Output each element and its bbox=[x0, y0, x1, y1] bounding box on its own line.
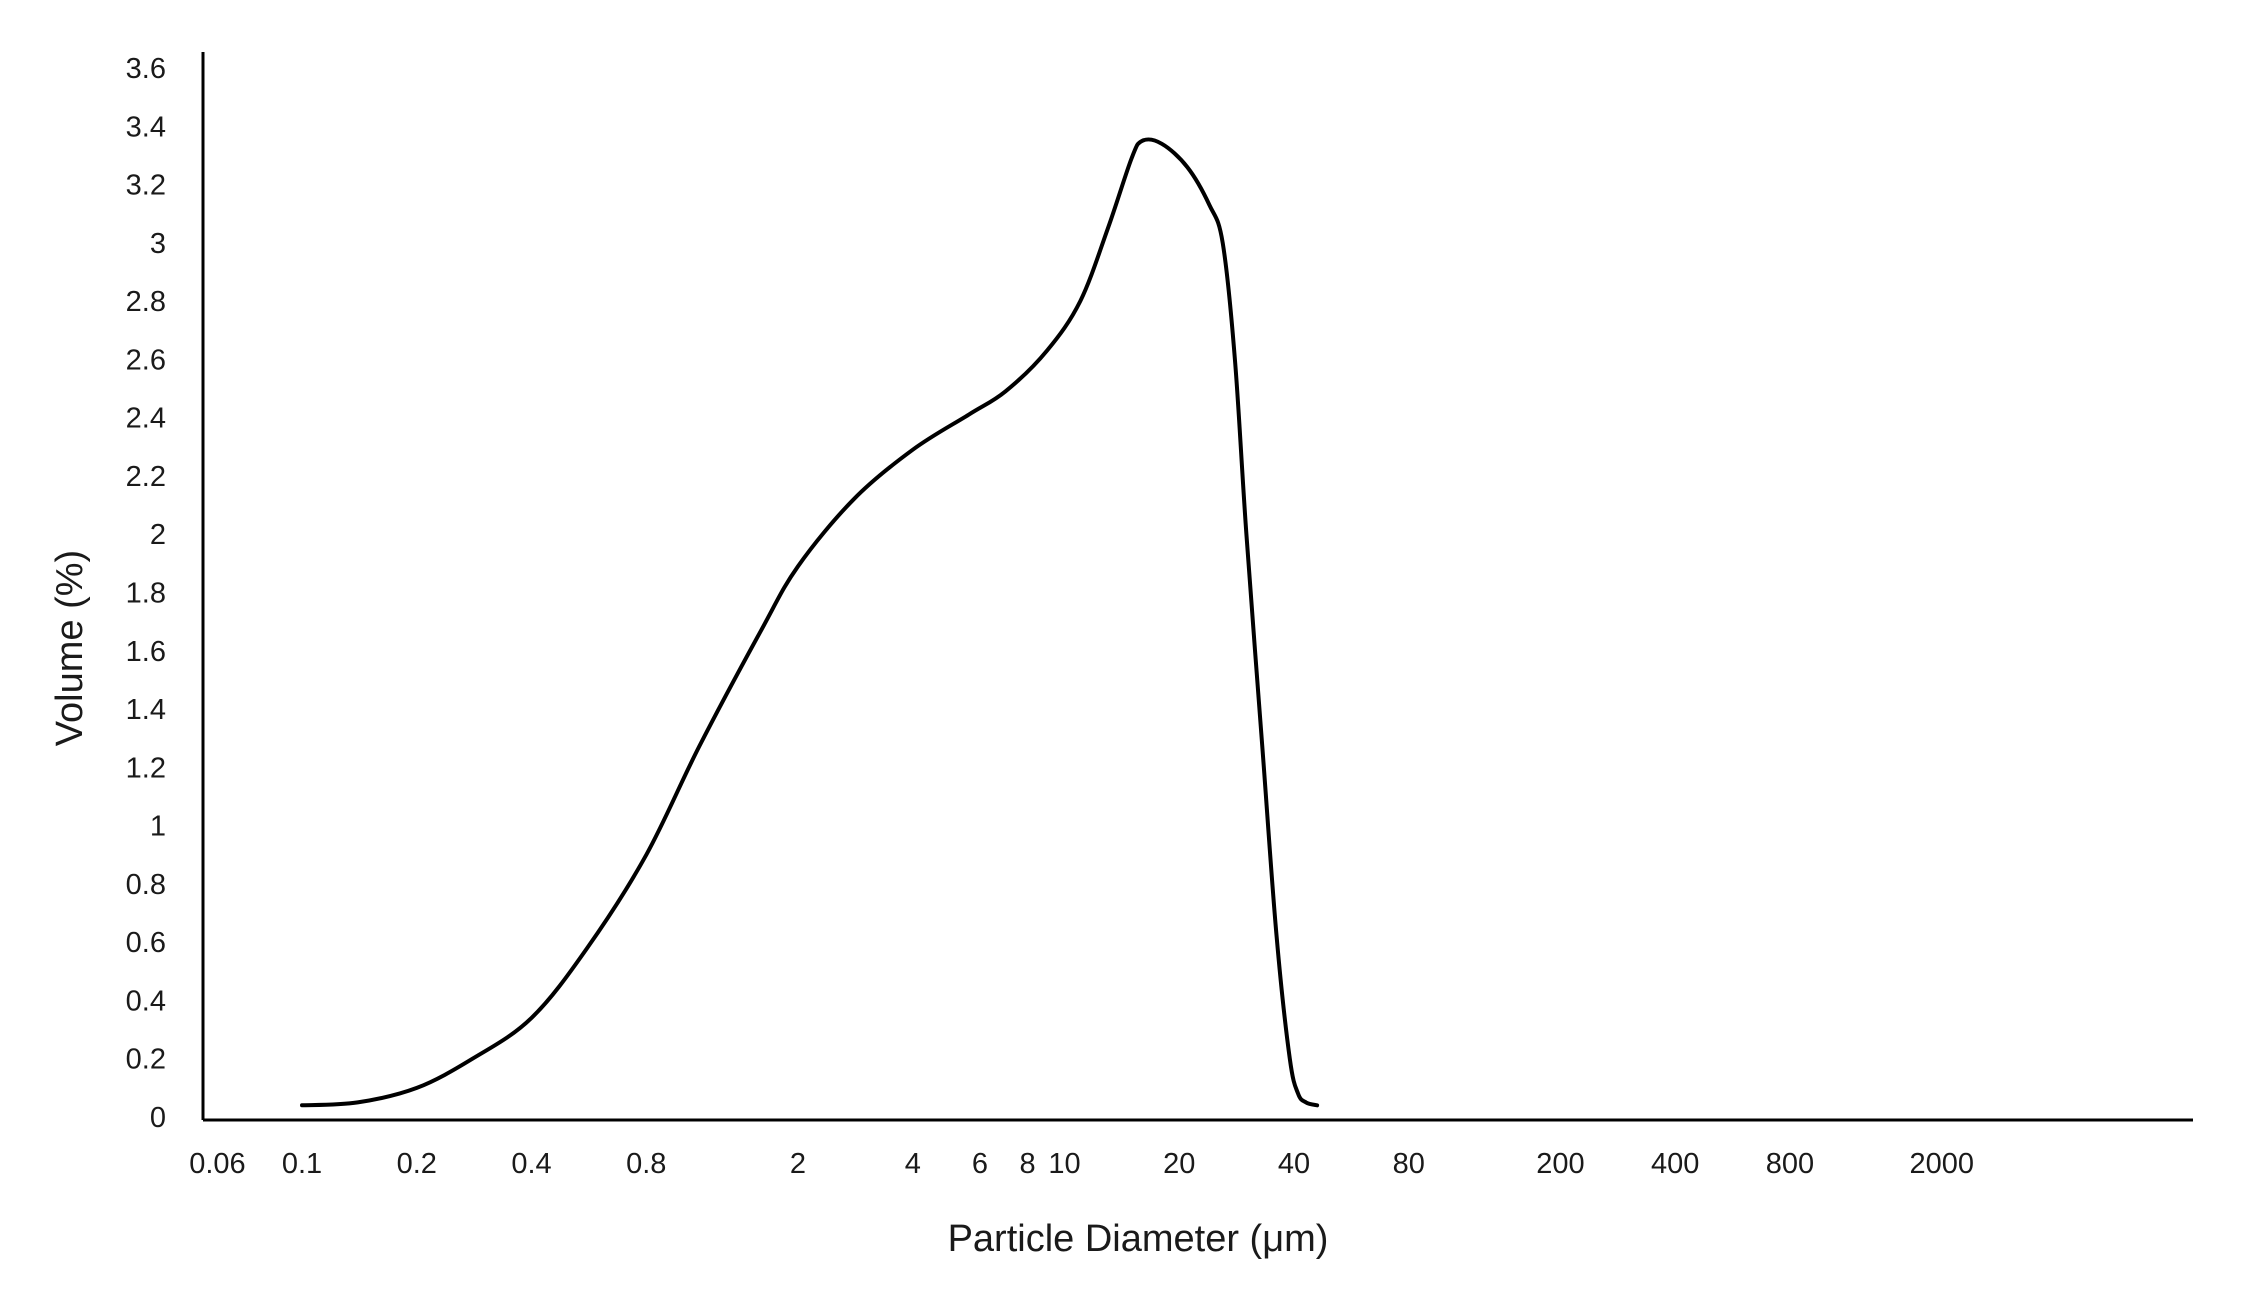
x-tick-label: 800 bbox=[1766, 1148, 1814, 1180]
y-tick-label: 0.8 bbox=[126, 869, 166, 901]
y-tick-label: 1.8 bbox=[126, 578, 166, 610]
y-axis-title: Volume (%) bbox=[49, 550, 91, 746]
x-tick-label: 4 bbox=[905, 1148, 921, 1180]
y-tick-label: 1.2 bbox=[126, 752, 166, 784]
y-tick-label: 2.2 bbox=[126, 461, 166, 493]
x-tick-label: 6 bbox=[972, 1148, 988, 1180]
x-tick-label: 0.4 bbox=[511, 1148, 551, 1180]
x-tick-label: 400 bbox=[1651, 1148, 1699, 1180]
x-tick-label: 8 bbox=[1019, 1148, 1035, 1180]
x-tick-labels: 0.06 0.1 0.2 0.4 0.8 2 4 6 8 10 20 40 80 200 400 800 200… bbox=[189, 1148, 1974, 1180]
y-tick-label: 1.6 bbox=[126, 636, 166, 668]
y-tick-label: 2.4 bbox=[126, 403, 166, 435]
x-tick-label: 80 bbox=[1393, 1148, 1425, 1180]
x-tick-label: 10 bbox=[1048, 1148, 1080, 1180]
y-tick-label: 3.6 bbox=[126, 53, 166, 85]
y-tick-label: 0.2 bbox=[126, 1044, 166, 1076]
x-tick-label: 2000 bbox=[1909, 1148, 1974, 1180]
y-tick-label: 2.6 bbox=[126, 344, 166, 376]
volume-curve bbox=[300, 137, 1320, 1108]
y-tick-label: 1 bbox=[150, 811, 166, 843]
y-tick-label: 2 bbox=[150, 519, 166, 551]
y-tick-labels: 0 0.2 0.4 0.6 0.8 1 1.2 1.4 1.6 1.8 2 2.2 2.4 2.6 2.8 3… bbox=[126, 53, 166, 1134]
x-tick-label: 40 bbox=[1278, 1148, 1310, 1180]
y-tick-label: 3.4 bbox=[126, 111, 166, 143]
x-tick-label: 0.2 bbox=[397, 1148, 437, 1180]
y-tick-label: 0.4 bbox=[126, 985, 166, 1017]
y-tick-label: 3 bbox=[150, 228, 166, 260]
y-tick-label: 3.2 bbox=[126, 170, 166, 202]
x-tick-label: 0.06 bbox=[189, 1148, 245, 1180]
x-tick-label: 200 bbox=[1536, 1148, 1584, 1180]
y-tick-label: 1.4 bbox=[126, 694, 166, 726]
x-tick-label: 0.1 bbox=[282, 1148, 322, 1180]
x-axis-title: Particle Diameter (μm) bbox=[948, 1218, 1329, 1260]
y-tick-label: 0.6 bbox=[126, 927, 166, 959]
y-tick-label: 2.8 bbox=[126, 286, 166, 318]
x-tick-label: 20 bbox=[1163, 1148, 1195, 1180]
y-tick-label: 0 bbox=[150, 1102, 166, 1134]
x-tick-label: 0.8 bbox=[626, 1148, 666, 1180]
x-tick-label: 2 bbox=[790, 1148, 806, 1180]
